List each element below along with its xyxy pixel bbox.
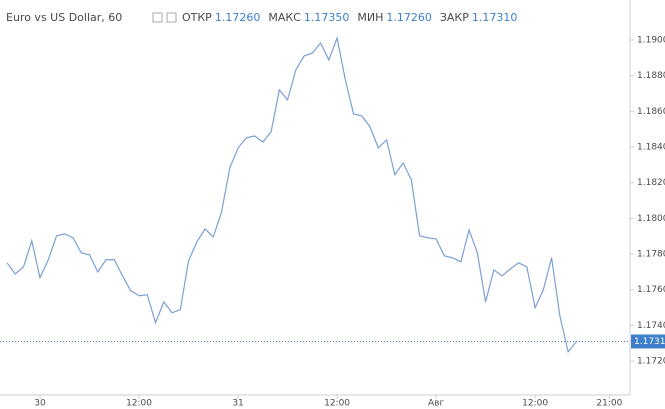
- icon[interactable]: [152, 12, 163, 23]
- ohlc-value: 1.17260: [215, 11, 261, 24]
- icon[interactable]: [166, 12, 177, 23]
- x-tick-label: 12:00: [324, 399, 350, 409]
- chart-title: Euro vs US Dollar, 60: [6, 11, 122, 24]
- ohlc-label: МАКС: [268, 11, 301, 24]
- ohlc-label: ЗАКР: [440, 11, 469, 24]
- line-series: [6, 35, 577, 354]
- y-tick-label: 1.18400: [637, 143, 665, 153]
- x-tick-label: 12:00: [522, 399, 548, 409]
- ohlc-label: ОТКР: [182, 11, 212, 24]
- ohlc-label: МИН: [357, 11, 383, 24]
- y-tick-label: 1.18000: [637, 214, 665, 224]
- y-tick-label: 1.19000: [637, 35, 665, 45]
- y-tick-label: 1.18200: [637, 178, 665, 188]
- y-tick-label: 1.17200: [637, 357, 665, 367]
- x-tick-label: 31: [232, 399, 243, 409]
- x-tick-label: 21:00: [596, 399, 622, 409]
- y-tick-label: 1.18800: [637, 71, 665, 81]
- ohlc-value: 1.17350: [304, 11, 350, 24]
- x-tick-label: 30: [34, 399, 46, 409]
- y-tick-label: 1.17400: [637, 321, 665, 331]
- price-label: 1.17310: [634, 337, 665, 347]
- ohlc-value: 1.17310: [472, 11, 518, 24]
- y-tick-label: 1.17600: [637, 285, 665, 295]
- ohlc-value: 1.17260: [386, 11, 432, 24]
- y-tick-label: 1.18600: [637, 107, 665, 117]
- price-label-bg: [631, 334, 665, 349]
- y-tick-label: 1.17800: [637, 250, 665, 260]
- x-tick-label: Авг: [428, 399, 444, 409]
- x-tick-label: 12:00: [126, 399, 152, 409]
